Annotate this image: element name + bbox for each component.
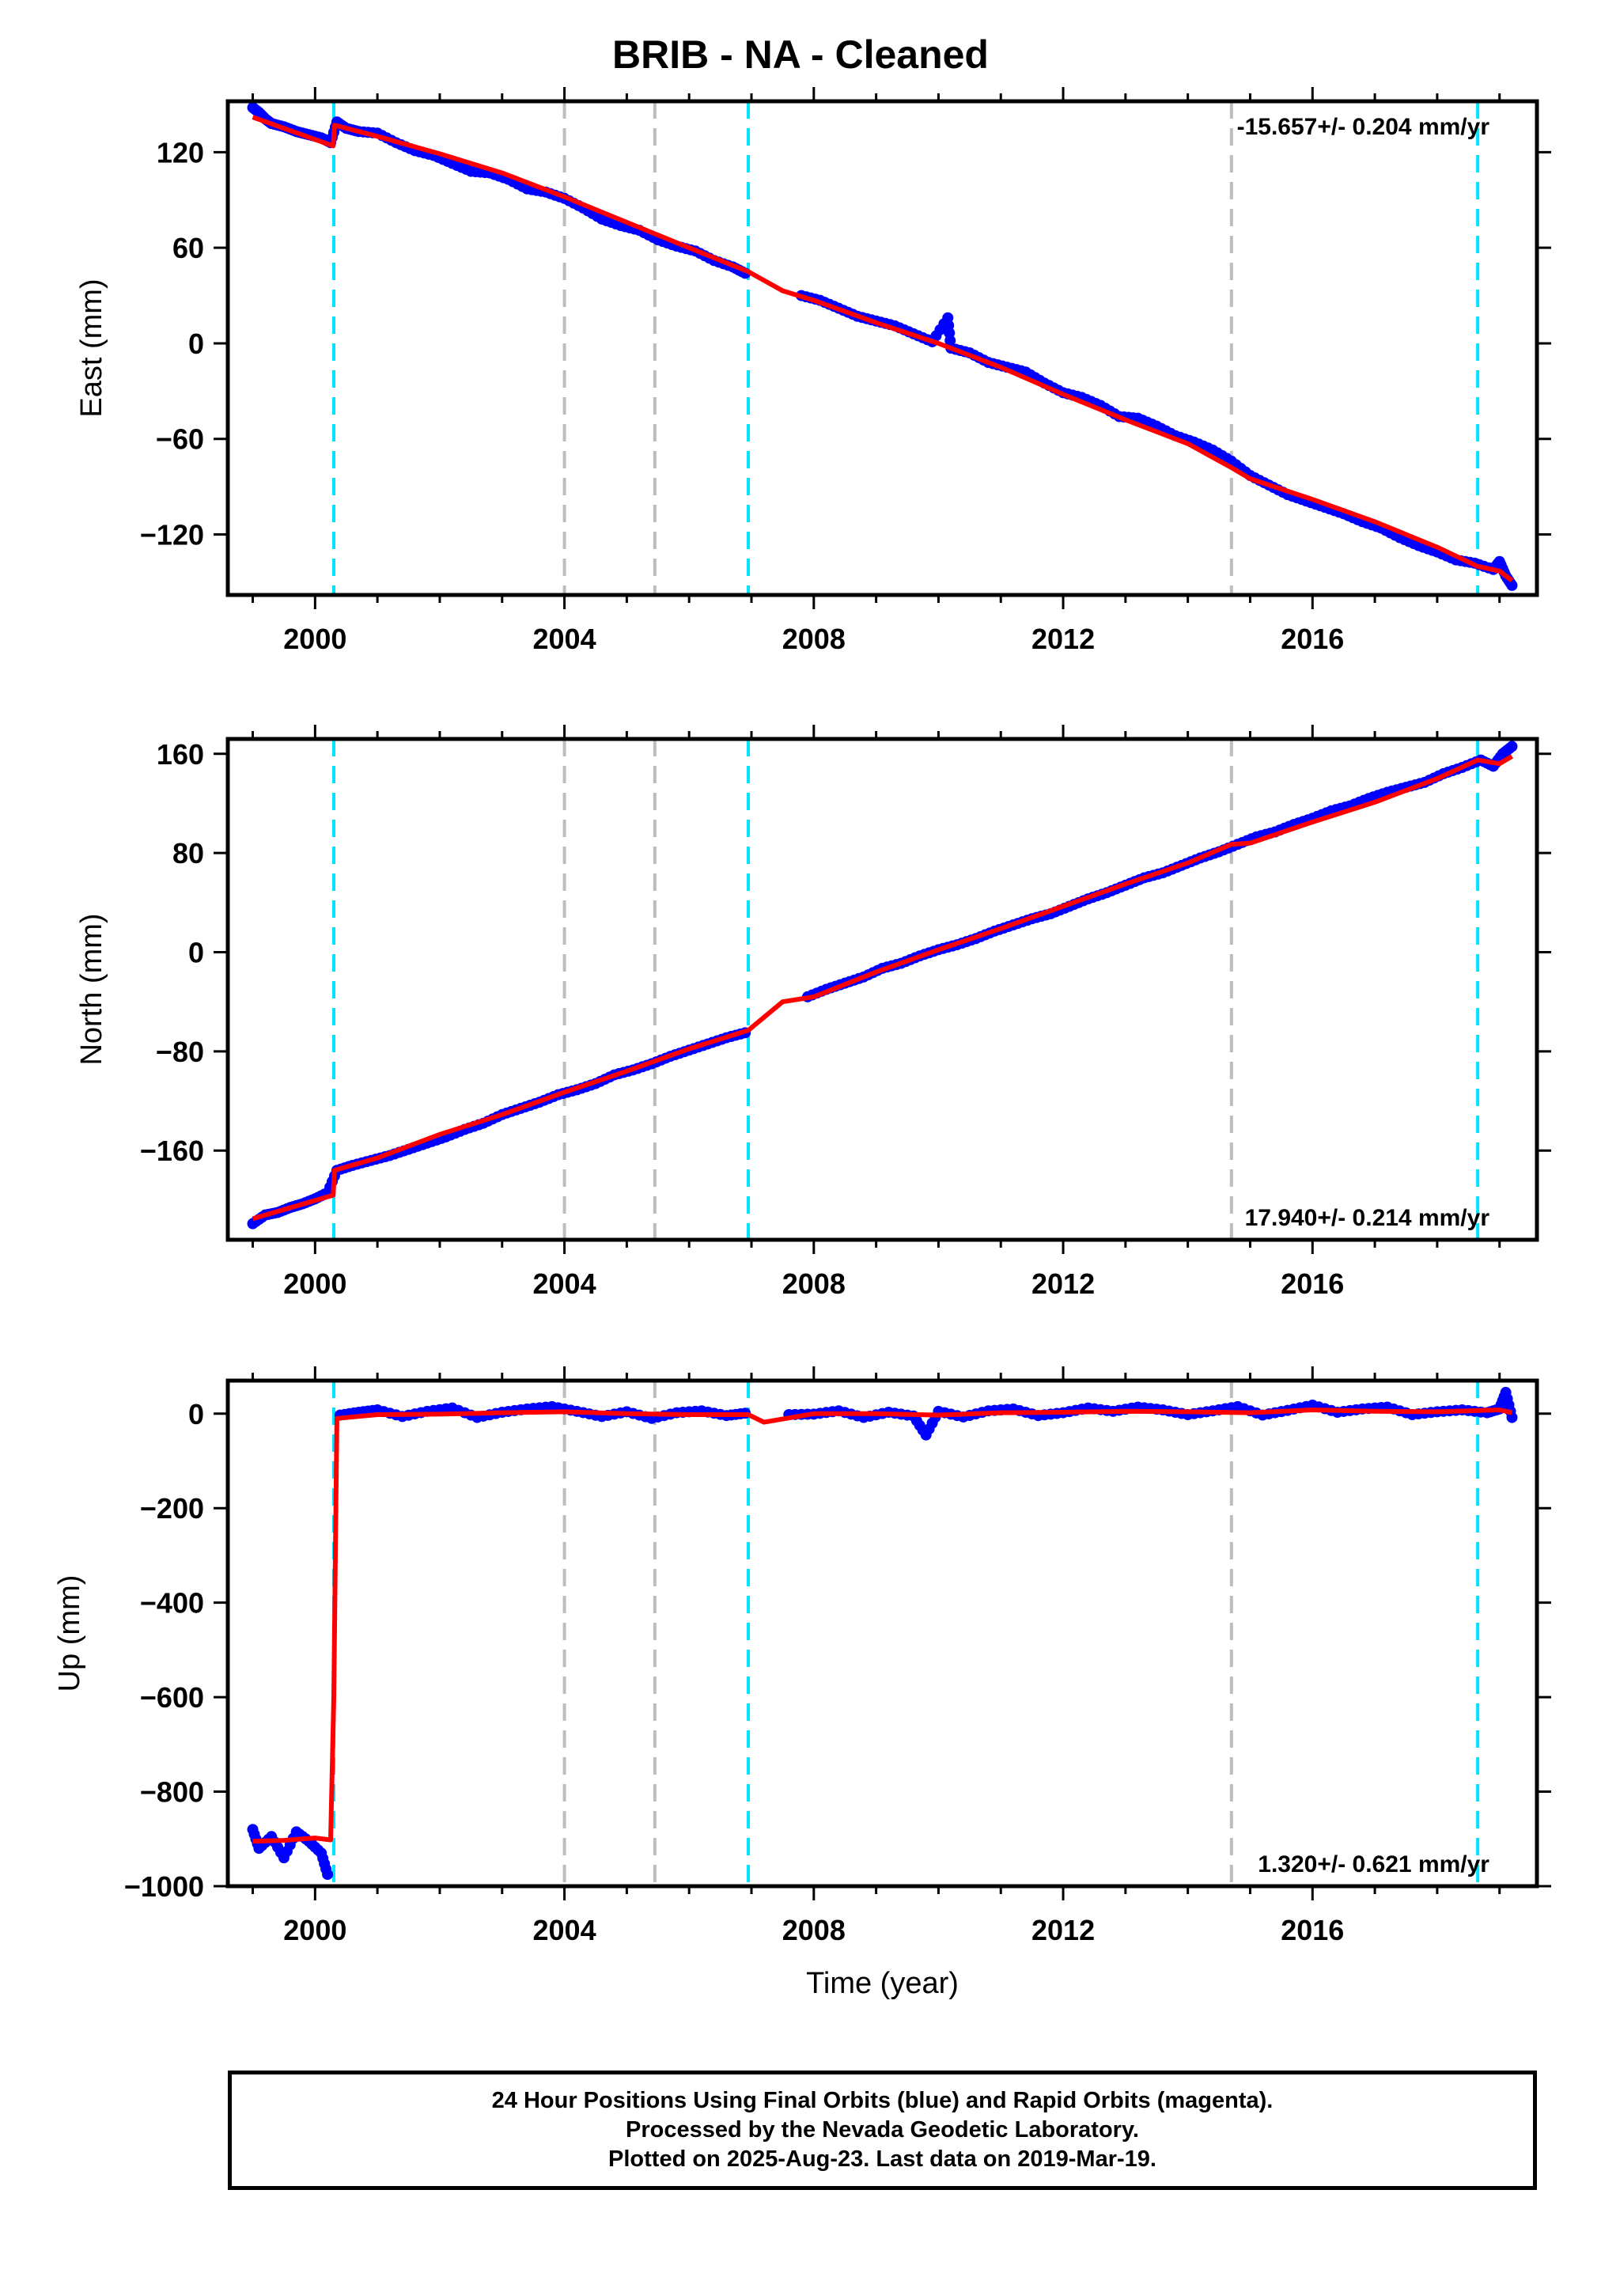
data-point bbox=[320, 1863, 332, 1875]
x-tick-label: 2008 bbox=[782, 1914, 846, 1946]
data-point bbox=[312, 1844, 324, 1856]
y-tick-label: −400 bbox=[140, 1587, 204, 1620]
x-tick-label: 2012 bbox=[1031, 1267, 1095, 1300]
y-tick-label: 0 bbox=[188, 1398, 204, 1430]
y-tick-label: 120 bbox=[157, 136, 204, 169]
x-tick-label: 2016 bbox=[1281, 1267, 1344, 1300]
y-tick-label: 80 bbox=[172, 837, 204, 870]
y-tick-label: −120 bbox=[140, 519, 204, 551]
model-fit-line bbox=[252, 1408, 1513, 1844]
y-tick-label: −160 bbox=[140, 1135, 204, 1167]
x-tick-label: 2004 bbox=[533, 623, 596, 655]
chart-title: BRIB - NA - Cleaned bbox=[612, 32, 989, 77]
velocity-annotation: 1.320+/- 0.621 mm/yr bbox=[1258, 1851, 1489, 1877]
x-axis-label: Time (year) bbox=[806, 1967, 959, 2000]
plot-frame bbox=[225, 1378, 1539, 1889]
data-point bbox=[460, 164, 472, 176]
x-tick-label: 2008 bbox=[782, 623, 846, 655]
y-tick-label: −1000 bbox=[124, 1870, 204, 1903]
y-tick-label: 160 bbox=[157, 738, 204, 771]
x-tick-label: 2012 bbox=[1031, 623, 1095, 655]
y-tick-label: −800 bbox=[140, 1776, 204, 1809]
x-tick-label: 2008 bbox=[782, 1267, 846, 1300]
data-point bbox=[944, 335, 956, 347]
x-tick-label: 2016 bbox=[1281, 1914, 1344, 1946]
y-tick-label: −80 bbox=[156, 1036, 204, 1068]
y-axis-label: North (mm) bbox=[75, 913, 108, 1065]
velocity-annotation: 17.940+/- 0.214 mm/yr bbox=[1245, 1205, 1490, 1231]
y-tick-label: −600 bbox=[140, 1681, 204, 1714]
plot-frame bbox=[225, 737, 1539, 1242]
x-tick-label: 2000 bbox=[283, 1267, 346, 1300]
y-axis-label: Up (mm) bbox=[53, 1575, 86, 1692]
velocity-annotation: -15.657+/- 0.204 mm/yr bbox=[1237, 114, 1490, 140]
y-tick-label: 0 bbox=[188, 936, 204, 968]
footer-info-box: 24 Hour Positions Using Final Orbits (bl… bbox=[228, 2071, 1537, 2190]
x-tick-label: 2012 bbox=[1031, 1914, 1095, 1946]
model-fit-line bbox=[252, 754, 1514, 1222]
y-axis-label: East (mm) bbox=[75, 278, 108, 417]
x-tick-label: 2004 bbox=[533, 1267, 596, 1300]
footer-line-orbits: 24 Hour Positions Using Final Orbits (bl… bbox=[491, 2088, 1274, 2113]
y-tick-label: 0 bbox=[188, 328, 204, 360]
plot-frame bbox=[225, 99, 1539, 597]
x-tick-label: 2000 bbox=[283, 623, 346, 655]
x-tick-label: 2004 bbox=[533, 1914, 596, 1946]
north-panel: 2000 2004 2008 2012 2016 160 80 0 −80 −160 North (… bbox=[75, 725, 1551, 1300]
x-tick-label: 2000 bbox=[283, 1914, 346, 1946]
y-tick-label: −60 bbox=[156, 423, 204, 456]
model-fit-line bbox=[252, 115, 1514, 583]
footer-line-plotted: Plotted on 2025-Aug-23. Last data on 201… bbox=[608, 2146, 1156, 2172]
x-tick-label: 2016 bbox=[1281, 623, 1344, 655]
up-panel: 2000 2004 2008 2012 2016 0 −200 −400 −600 −800 −10… bbox=[53, 1366, 1551, 2000]
data-point bbox=[1504, 742, 1516, 754]
east-panel: 2000 2004 2008 2012 2016 120 60 0 −60 −120 East (m… bbox=[75, 87, 1551, 655]
y-tick-label: 60 bbox=[172, 232, 204, 264]
footer-line-processed: Processed by the Nevada Geodetic Laborat… bbox=[626, 2117, 1139, 2143]
y-tick-label: −200 bbox=[140, 1492, 204, 1525]
